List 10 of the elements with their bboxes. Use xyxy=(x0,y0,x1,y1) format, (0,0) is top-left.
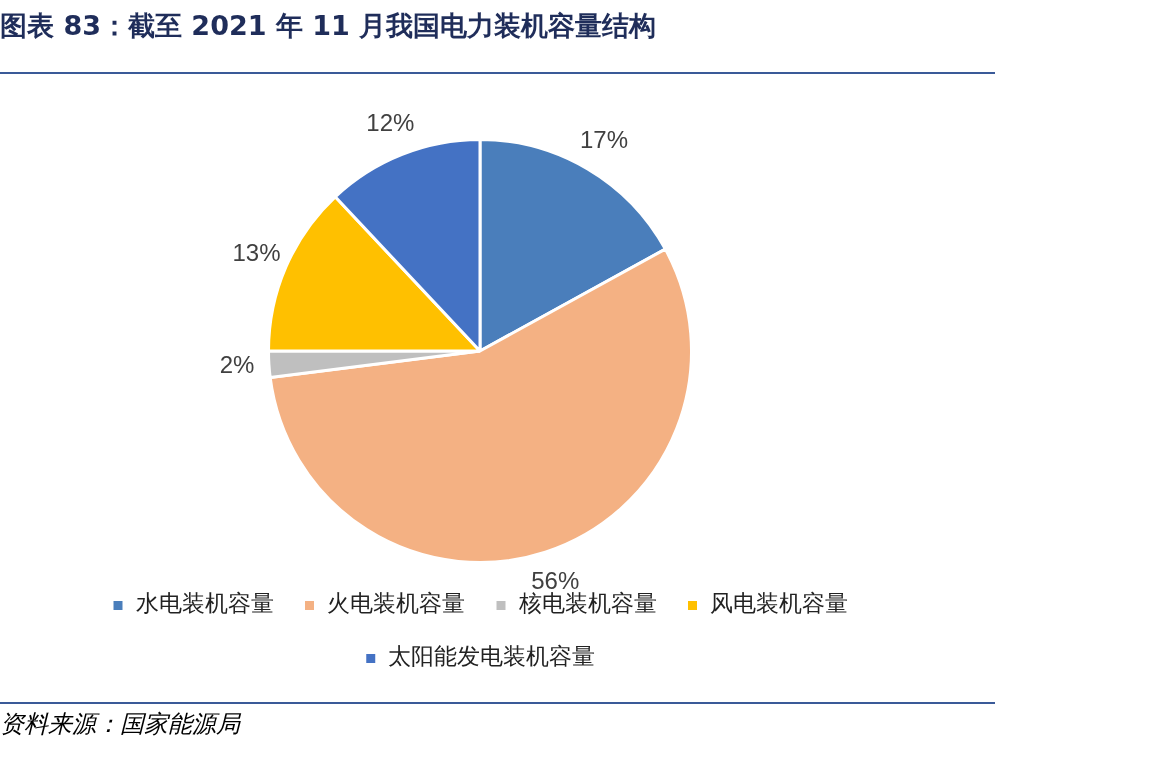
legend-label: 火电装机容量 xyxy=(327,590,465,617)
data-label: 13% xyxy=(232,238,281,266)
data-label: 17% xyxy=(579,126,628,154)
legend-label: 太阳能发电装机容量 xyxy=(388,643,596,670)
chart-title: 图表 83：截至 2021 年 11 月我国电力装机容量结构 xyxy=(0,9,657,43)
data-label: 12% xyxy=(366,109,415,137)
data-label: 2% xyxy=(219,350,255,378)
legend-label: 水电装机容量 xyxy=(135,590,274,617)
text: 资料来源：国家能源局 xyxy=(0,709,240,740)
legend-label: 风电装机容量 xyxy=(710,590,848,617)
